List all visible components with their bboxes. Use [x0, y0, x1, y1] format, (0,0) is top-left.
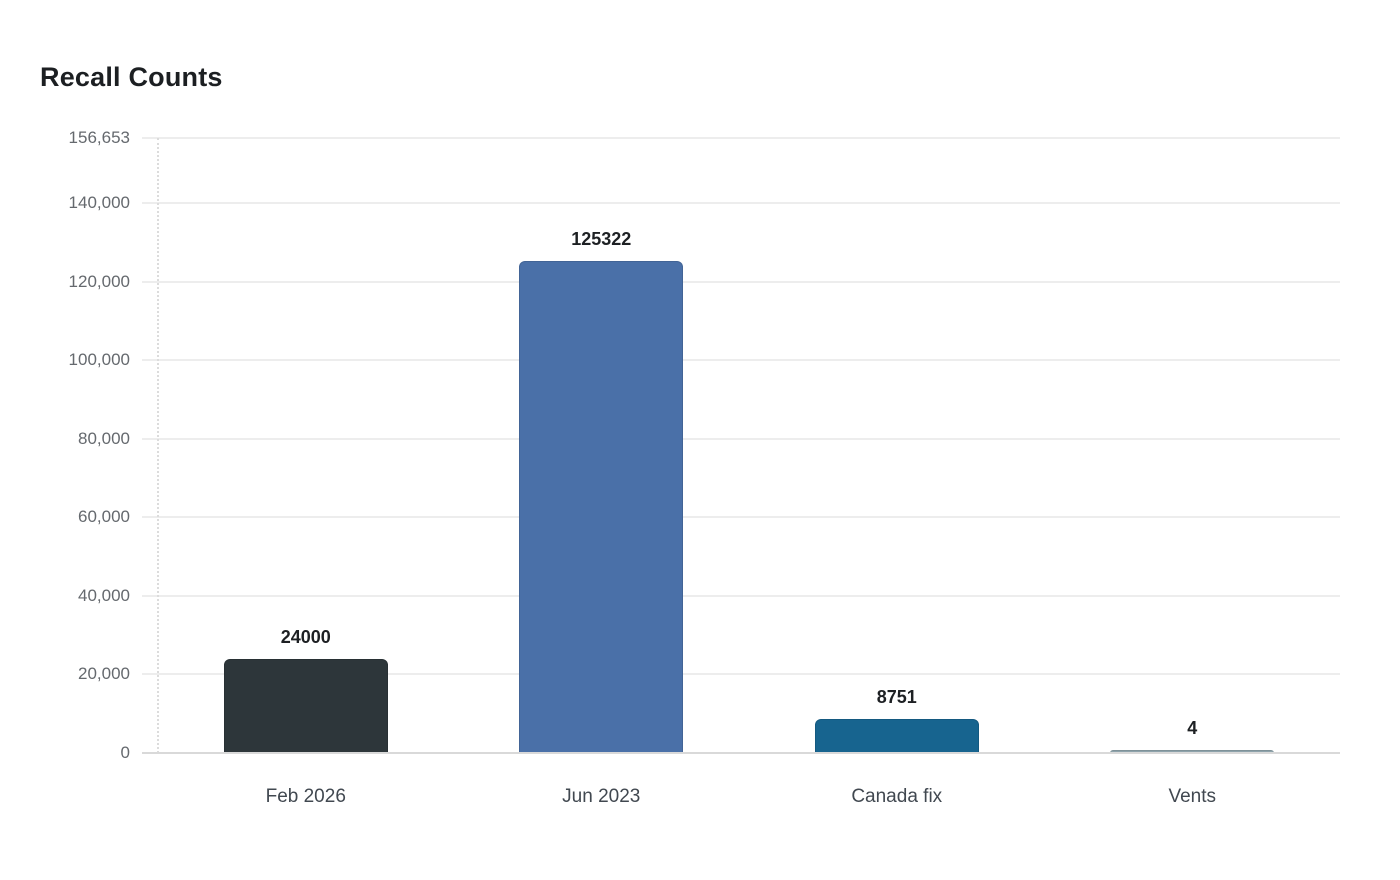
y-tick-label: 140,000: [68, 193, 130, 213]
y-tick-label: 80,000: [78, 428, 130, 448]
gridline: [142, 359, 1340, 362]
bar-jun-2023[interactable]: [519, 261, 684, 753]
bar-group-vents: 4 Vents: [1045, 138, 1341, 807]
gridline: [142, 437, 1340, 440]
y-tick-label: 60,000: [78, 507, 130, 527]
gridline: [142, 137, 1340, 139]
x-category-label: Vents: [1168, 786, 1217, 807]
bar-value-label: 125322: [571, 229, 632, 250]
chart-title: Recall Counts: [40, 62, 223, 92]
y-tick-label: 0: [120, 743, 130, 762]
bar-group-canada-fix: 8751 Canada fix: [749, 138, 1045, 807]
bar-canada-fix[interactable]: [814, 718, 979, 753]
y-tick-label: 156,653: [68, 128, 130, 147]
x-category-label: Canada fix: [851, 786, 943, 807]
x-category-label: Feb 2026: [265, 786, 346, 807]
gridline: [142, 594, 1340, 597]
y-tick-label: 20,000: [78, 664, 130, 684]
bar-group-feb-2026: 24000 Feb 2026: [158, 138, 454, 807]
plot-area: 0 20,000 40,000 60,000 80,000 100,000 120,000 1…: [69, 128, 1341, 807]
bar-vents[interactable]: [1110, 750, 1275, 753]
gridline: [142, 202, 1340, 205]
y-axis-line: [157, 138, 159, 753]
y-tick-label: 100,000: [68, 350, 130, 370]
bar-group-jun-2023: 125322 Jun 2023: [454, 138, 750, 807]
bar-value-label: 4: [1187, 718, 1198, 738]
x-category-label: Jun 2023: [562, 786, 641, 807]
bar-value-label: 24000: [280, 626, 331, 647]
gridline: [142, 673, 1340, 676]
gridline: [142, 280, 1340, 283]
bar-value-label: 8751: [876, 686, 917, 707]
y-tick-label: 40,000: [78, 585, 130, 605]
bar-feb-2026[interactable]: [223, 658, 388, 753]
gridline: [142, 516, 1340, 519]
x-axis-baseline: [142, 752, 1340, 754]
y-tick-label: 120,000: [68, 271, 130, 291]
